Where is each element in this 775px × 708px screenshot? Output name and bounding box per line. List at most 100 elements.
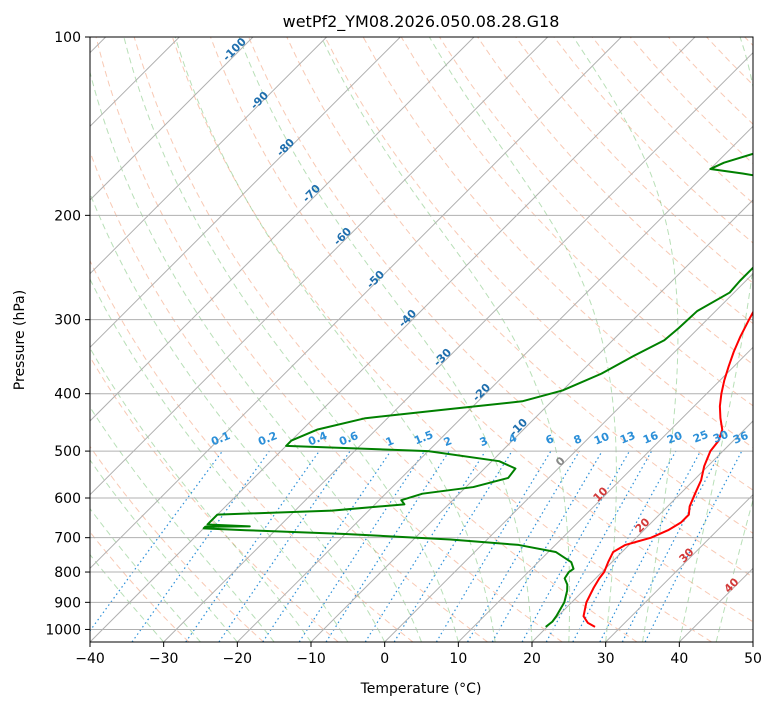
x-axis-title: Temperature (°C) — [360, 681, 482, 697]
dry-adiabat — [324, 37, 753, 491]
dry-adiabat — [90, 150, 488, 642]
moist-adiabat — [90, 507, 201, 642]
isotherm-line — [457, 346, 753, 642]
dry-adiabat — [90, 445, 264, 642]
dry-adiabat — [90, 356, 339, 642]
dry-adiabat — [706, 37, 753, 86]
isotherm-line — [90, 37, 475, 422]
x-tick-label: 30 — [597, 651, 615, 667]
moist-adiabat — [90, 70, 422, 642]
profile-line-2 — [202, 152, 753, 628]
isotherm-line — [90, 37, 696, 642]
isotherm-line — [90, 37, 254, 201]
profile-line-1 — [582, 310, 753, 628]
mixing-ratio-label: 0.1 — [209, 429, 232, 448]
x-tick-label: −30 — [149, 651, 179, 667]
moist-adiabat — [678, 37, 753, 642]
dry-adiabat — [90, 531, 190, 642]
dry-adiabat — [744, 37, 753, 47]
mixing-ratio-line — [572, 450, 677, 642]
x-tick-label: −10 — [296, 651, 326, 667]
dry-adiabat — [286, 37, 753, 534]
mixing-ratio-line — [599, 450, 702, 642]
chart-title: wetPf2_YM08.2026.050.08.28.G18 — [283, 12, 560, 32]
mixing-ratio-label: 10 — [592, 430, 611, 448]
x-tick-label: 20 — [523, 651, 541, 667]
mixing-ratio-label: 0.2 — [256, 429, 279, 448]
mixing-ratio-label: 20 — [665, 429, 684, 447]
moist-adiabat — [90, 553, 165, 642]
dry-adiabat-label: -40 — [396, 307, 419, 330]
x-tick-label: 50 — [744, 651, 762, 667]
y-tick-label: 100 — [54, 30, 81, 46]
mixing-ratio-line — [325, 450, 450, 642]
mixing-ratio-label: 36 — [731, 429, 750, 447]
x-tick-label: −20 — [223, 651, 253, 667]
mixing-ratio-label: 6 — [544, 432, 556, 447]
dry-adiabat — [90, 259, 414, 642]
dry-adiabat-label: -20 — [470, 381, 493, 404]
x-tick-label: −40 — [75, 651, 105, 667]
isotherm-line — [384, 272, 753, 642]
x-tick-label: 0 — [380, 651, 389, 667]
isotherm-line — [236, 125, 753, 642]
background-lines — [90, 37, 753, 642]
isotherm-line — [90, 37, 549, 496]
moist-adiabat — [320, 37, 571, 642]
moist-adiabat — [90, 347, 312, 642]
isotherm-line — [752, 641, 753, 642]
dry-adiabat — [171, 37, 712, 642]
mixing-ratio-label: 1.5 — [412, 428, 435, 447]
isotherm-line — [605, 493, 753, 642]
dry-adiabat — [248, 37, 753, 578]
moist-adiabat — [428, 37, 617, 642]
mixing-ratio-line — [521, 450, 631, 642]
isotherm-line — [90, 37, 401, 349]
dry-adiabat-label: -30 — [431, 346, 454, 369]
mixing-ratio-label: 25 — [691, 428, 710, 446]
mixing-ratio-line — [185, 450, 320, 642]
y-tick-label: 300 — [54, 313, 81, 329]
y-axis-title: Pressure (hPa) — [12, 290, 28, 390]
isotherm-line — [531, 420, 753, 642]
series-layer — [202, 152, 753, 628]
dry-adiabat-label: -90 — [248, 89, 271, 112]
x-tick-label: 40 — [670, 651, 688, 667]
moist-adiabat-label: 30 — [677, 545, 697, 565]
dry-adiabat-label: -100 — [220, 35, 249, 64]
y-tick-label: 700 — [54, 531, 81, 547]
x-axis: −40 −30 −20 −10 0 10 20 30 40 50 — [75, 642, 762, 667]
dry-adiabat-label: -60 — [331, 225, 354, 248]
moist-adiabat — [90, 192, 386, 642]
mixing-ratio-line — [262, 450, 392, 642]
isotherm-line — [310, 199, 753, 642]
grid — [90, 37, 753, 642]
mixing-ratio-label: 16 — [641, 429, 660, 447]
y-tick-label: 400 — [54, 387, 81, 403]
y-tick-label: 200 — [54, 208, 81, 224]
x-tick-label: 10 — [449, 651, 467, 667]
mixing-ratio-line — [435, 450, 552, 642]
isotherm-line — [90, 37, 622, 570]
y-tick-label: 800 — [54, 565, 81, 581]
mixing-ratio-line — [298, 450, 425, 642]
dry-adiabat — [439, 37, 753, 366]
mixing-ratio-label: 2 — [442, 434, 454, 449]
mixing-ratio-line — [218, 450, 351, 642]
dry-adiabat — [210, 37, 753, 623]
mixing-ratio-line — [466, 450, 580, 642]
mixing-ratio-line — [545, 450, 653, 642]
moist-adiabat-label: 10 — [591, 484, 611, 504]
moist-adiabat — [572, 37, 679, 642]
isotherm-line — [163, 51, 753, 642]
moist-adiabat — [90, 406, 275, 642]
mixing-ratio-line — [393, 450, 513, 642]
moist-adiabat — [123, 37, 459, 642]
mixing-ratio-label: 8 — [572, 432, 584, 447]
dry-adiabat — [515, 37, 753, 284]
mixing-ratio-line — [90, 450, 223, 632]
mixing-ratio-line — [644, 450, 743, 642]
dry-adiabat — [95, 37, 563, 642]
mixing-ratio-line — [131, 450, 270, 642]
